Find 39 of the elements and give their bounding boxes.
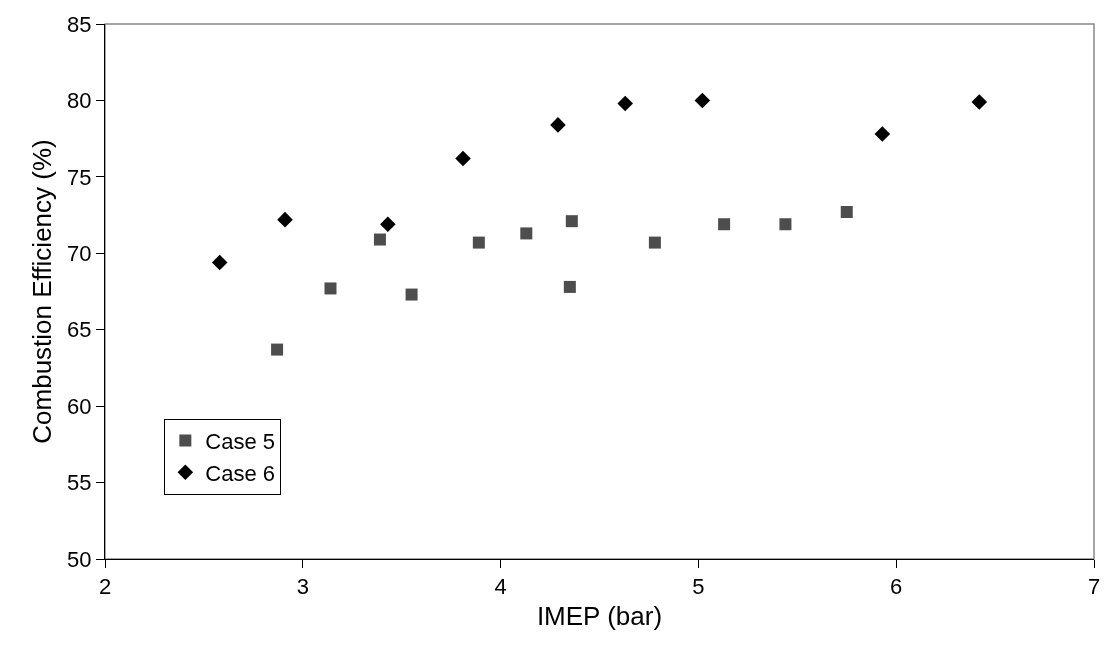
x-tick-label: 3 bbox=[296, 574, 309, 600]
point bbox=[694, 92, 711, 109]
point bbox=[718, 218, 731, 231]
point bbox=[520, 227, 533, 240]
x-tick-label: 2 bbox=[98, 574, 112, 600]
y-tick-label: 85 bbox=[67, 11, 92, 37]
point bbox=[874, 126, 891, 142]
point bbox=[324, 282, 337, 295]
point bbox=[565, 215, 578, 228]
y-tick-label: 80 bbox=[67, 88, 92, 114]
y-tick-label: 70 bbox=[67, 240, 92, 266]
point bbox=[971, 94, 988, 110]
point bbox=[405, 288, 418, 301]
point bbox=[563, 280, 576, 293]
y-tick-label: 60 bbox=[67, 393, 92, 419]
point bbox=[472, 236, 485, 249]
point bbox=[211, 254, 228, 271]
point bbox=[373, 233, 386, 246]
x-axis-title: IMEP (bar) bbox=[536, 601, 663, 632]
point bbox=[550, 117, 566, 133]
y-tick-label: 50 bbox=[67, 546, 92, 572]
y-tick-label: 65 bbox=[67, 317, 92, 343]
y-axis-title: Combustion Efficiency (%) bbox=[26, 139, 57, 444]
x-tick-label: 5 bbox=[692, 574, 705, 600]
point bbox=[648, 236, 661, 249]
x-tick-label: 7 bbox=[1087, 574, 1101, 600]
point bbox=[840, 206, 853, 219]
y-tick-label: 55 bbox=[67, 470, 92, 496]
y-tick-label: 75 bbox=[67, 164, 92, 190]
point bbox=[380, 216, 396, 233]
x-tick-label: 6 bbox=[890, 574, 903, 600]
point bbox=[455, 150, 471, 167]
legend-label: Case 5 bbox=[205, 429, 276, 455]
legend-label: Case 6 bbox=[205, 460, 276, 486]
point bbox=[617, 95, 634, 112]
point bbox=[779, 218, 792, 231]
x-tick-label: 4 bbox=[494, 574, 507, 600]
point bbox=[271, 343, 284, 356]
point bbox=[277, 211, 293, 228]
